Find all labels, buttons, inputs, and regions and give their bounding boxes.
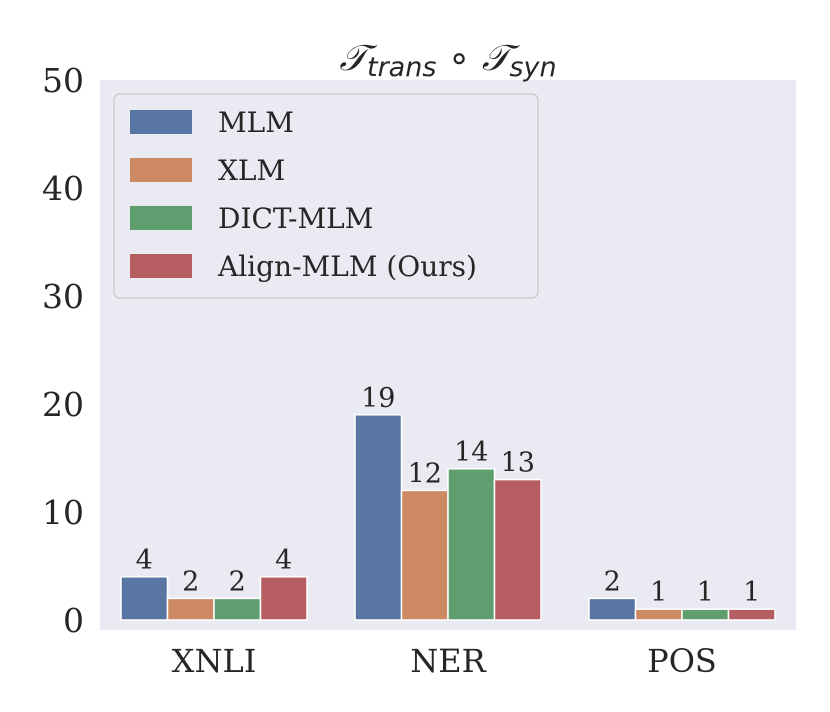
bar-xnli-3 <box>259 576 308 621</box>
bar-pos-2 <box>681 608 730 621</box>
bar-ner-0 <box>354 414 403 621</box>
legend-swatch <box>130 110 192 134</box>
data-label: 1 <box>697 577 714 608</box>
y-tick-label: 50 <box>42 61 84 100</box>
data-label: 1 <box>743 577 760 608</box>
y-tick-label: 10 <box>42 493 84 532</box>
x-tick-label: POS <box>647 642 717 680</box>
y-axis: 0 10 20 30 40 50 <box>42 61 84 640</box>
data-label: 12 <box>408 458 442 489</box>
y-tick-label: 20 <box>42 385 84 424</box>
data-label: 2 <box>604 566 621 597</box>
legend-swatch <box>130 158 192 182</box>
bar-pos-3 <box>727 608 776 621</box>
data-label: 4 <box>275 545 292 576</box>
legend-swatch <box>130 254 192 278</box>
y-tick-label: 40 <box>42 169 84 208</box>
legend: MLM XLM DICT-MLM Align-MLM (Ours) <box>113 93 539 299</box>
bar-xnli-1 <box>166 597 215 621</box>
data-label: 4 <box>136 545 153 576</box>
bar-pos-1 <box>634 608 683 621</box>
x-axis: XNLI NER POS <box>172 642 717 680</box>
legend-swatch <box>130 206 192 230</box>
x-tick-label: NER <box>410 642 486 680</box>
legend-label: Align-MLM (Ours) <box>217 250 477 283</box>
legend-label: DICT-MLM <box>218 202 373 235</box>
data-label: 1 <box>650 577 667 608</box>
data-label: 19 <box>361 383 395 414</box>
data-label: 2 <box>229 566 246 597</box>
legend-frame <box>113 93 539 299</box>
x-tick-label: XNLI <box>172 642 257 680</box>
legend-label: XLM <box>218 154 285 187</box>
bar-ner-1 <box>400 489 449 621</box>
legend-label: MLM <box>218 106 294 139</box>
data-label: 14 <box>454 437 488 468</box>
y-tick-label: 30 <box>42 277 84 316</box>
bar-ner-3 <box>493 478 542 621</box>
data-label: 13 <box>501 448 535 479</box>
bar-pos-0 <box>588 597 637 621</box>
chart-title: 𝒯trans ∘ 𝒯syn <box>339 38 556 83</box>
bar-xnli-2 <box>213 597 262 621</box>
bar-ner-2 <box>447 468 496 621</box>
data-label: 2 <box>182 566 199 597</box>
bar-xnli-0 <box>120 576 169 621</box>
y-tick-label: 0 <box>63 601 84 640</box>
